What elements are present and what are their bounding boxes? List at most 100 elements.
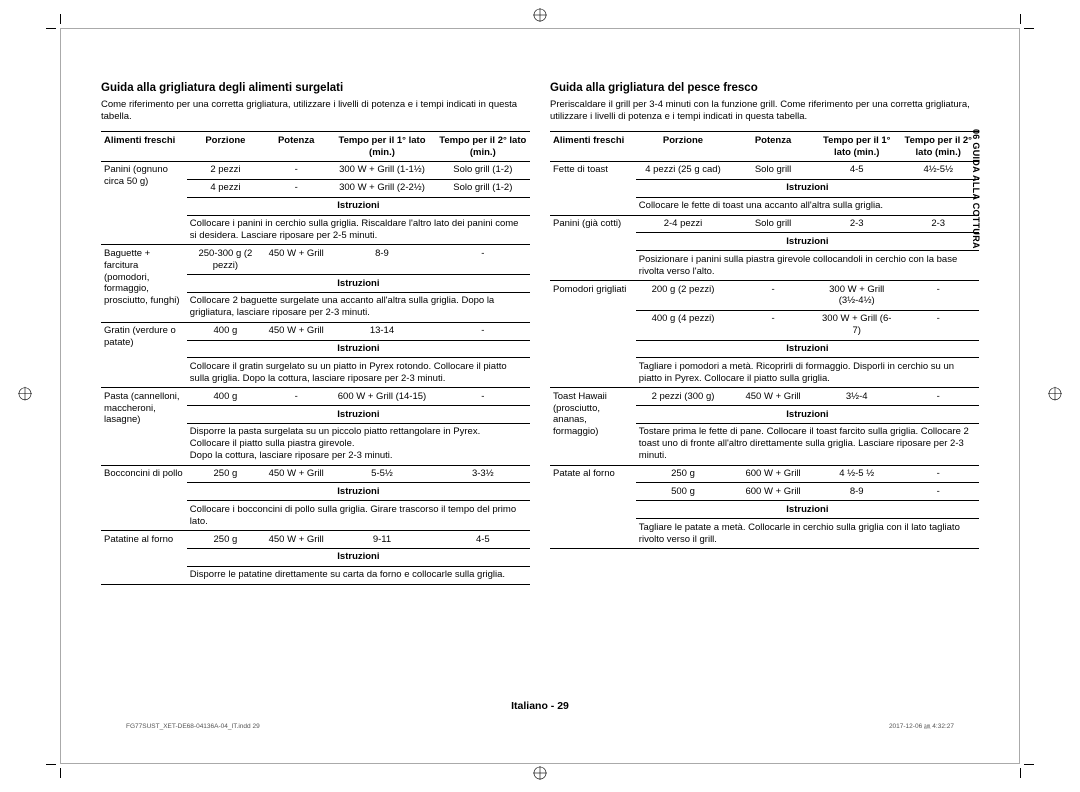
table-cell: Solo grill (1-2) — [436, 179, 530, 197]
table-cell: 2 pezzi — [187, 161, 264, 179]
table-cell: Solo grill — [730, 215, 816, 233]
table-cell: 2-4 pezzi — [636, 215, 730, 233]
instructions-header: Istruzioni — [187, 275, 530, 293]
table-cell: - — [436, 322, 530, 340]
table-cell: - — [264, 179, 328, 197]
table-cell: 300 W + Grill (1-1½) — [328, 161, 435, 179]
right-table: Alimenti freschiPorzionePotenzaTempo per… — [550, 131, 979, 549]
table-cell: 500 g — [636, 483, 730, 501]
table-cell: 4 pezzi — [187, 179, 264, 197]
left-column: Guida alla grigliatura degli alimenti su… — [101, 81, 530, 727]
page-footer: Italiano - 29 — [61, 700, 1019, 713]
table-cell: 300 W + Grill (6-7) — [816, 310, 898, 340]
column-header: Alimenti freschi — [101, 132, 187, 162]
column-header: Tempo per il 1° lato (min.) — [328, 132, 435, 162]
table-cell: - — [436, 245, 530, 275]
table-cell: 4-5 — [436, 531, 530, 549]
right-title: Guida alla grigliatura del pesce fresco — [550, 81, 979, 95]
table-cell: 8-9 — [816, 483, 898, 501]
food-cell: Fette di toast — [550, 161, 636, 215]
table-cell: - — [897, 465, 979, 483]
instructions-header: Istruzioni — [187, 406, 530, 424]
column-header: Potenza — [264, 132, 328, 162]
column-header: Porzione — [187, 132, 264, 162]
food-cell: Gratin (verdure o patate) — [101, 322, 187, 388]
table-cell: 2 pezzi (300 g) — [636, 388, 730, 406]
print-footer-right: 2017-12-06 ㏂ 4:32:27 — [889, 723, 954, 731]
instructions-header: Istruzioni — [187, 340, 530, 358]
left-intro: Come riferimento per una corretta grigli… — [101, 99, 530, 123]
instructions-header: Istruzioni — [636, 233, 979, 251]
instructions-text: Tagliare i pomodori a metà. Ricoprirli d… — [636, 358, 979, 388]
table-cell: 3-3½ — [436, 465, 530, 483]
table-cell: 250-300 g (2 pezzi) — [187, 245, 264, 275]
table-cell: 200 g (2 pezzi) — [636, 281, 730, 311]
table-cell: 250 g — [187, 465, 264, 483]
instructions-text: Collocare i panini in cerchio sulla grig… — [187, 215, 530, 245]
food-cell: Patatine al forno — [101, 531, 187, 585]
table-cell: 250 g — [187, 531, 264, 549]
food-cell: Baguette + farcitura (pomodori, formaggi… — [101, 245, 187, 322]
table-cell: 600 W + Grill (14-15) — [328, 388, 435, 406]
instructions-header: Istruzioni — [187, 548, 530, 566]
table-cell: 600 W + Grill — [730, 465, 816, 483]
table-cell: 3½-4 — [816, 388, 898, 406]
table-cell: - — [264, 388, 328, 406]
instructions-text: Collocare le fette di toast una accanto … — [636, 197, 979, 215]
column-header: Alimenti freschi — [550, 132, 636, 162]
instructions-text: Disporre le patatine direttamente su car… — [187, 566, 530, 584]
table-cell: 9-11 — [328, 531, 435, 549]
table-cell: 450 W + Grill — [264, 531, 328, 549]
left-table: Alimenti freschiPorzionePotenzaTempo per… — [101, 131, 530, 585]
right-intro: Preriscaldare il grill per 3-4 minuti co… — [550, 99, 979, 123]
registration-mark-icon — [18, 387, 32, 406]
table-cell: - — [730, 310, 816, 340]
table-cell: 4-5 — [816, 161, 898, 179]
instructions-header: Istruzioni — [187, 483, 530, 501]
registration-mark-icon — [533, 766, 547, 785]
instructions-header: Istruzioni — [636, 406, 979, 424]
table-cell: - — [897, 483, 979, 501]
instructions-text: Disporre la pasta surgelata su un piccol… — [187, 423, 530, 465]
table-cell: 4½-5½ — [897, 161, 979, 179]
instructions-header: Istruzioni — [636, 501, 979, 519]
table-cell: 250 g — [636, 465, 730, 483]
left-title: Guida alla grigliatura degli alimenti su… — [101, 81, 530, 95]
table-cell: 400 g — [187, 322, 264, 340]
instructions-text: Collocare i bocconcini di pollo sulla gr… — [187, 501, 530, 531]
instructions-header: Istruzioni — [187, 197, 530, 215]
table-cell: 400 g — [187, 388, 264, 406]
table-cell: - — [897, 281, 979, 311]
table-cell: 5-5½ — [328, 465, 435, 483]
table-cell: 13-14 — [328, 322, 435, 340]
food-cell: Toast Hawaii (prosciutto, ananas, formag… — [550, 388, 636, 465]
column-header: Tempo per il 1° lato (min.) — [816, 132, 898, 162]
instructions-text: Tostare prima le fette di pane. Collocar… — [636, 423, 979, 465]
column-header: Porzione — [636, 132, 730, 162]
table-cell: 2-3 — [897, 215, 979, 233]
column-header: Tempo per il 2° lato (min.) — [897, 132, 979, 162]
food-cell: Pasta (cannelloni, maccheroni, lasagne) — [101, 388, 187, 465]
table-cell: Solo grill — [730, 161, 816, 179]
table-cell: 300 W + Grill (2-2½) — [328, 179, 435, 197]
table-cell: 450 W + Grill — [264, 465, 328, 483]
registration-mark-icon — [1048, 387, 1062, 406]
table-cell: 450 W + Grill — [264, 245, 328, 275]
table-cell: 8-9 — [328, 245, 435, 275]
table-cell: - — [897, 388, 979, 406]
right-column: Guida alla grigliatura del pesce fresco … — [550, 81, 979, 727]
table-cell: - — [436, 388, 530, 406]
instructions-header: Istruzioni — [636, 340, 979, 358]
registration-mark-icon — [533, 8, 547, 27]
table-cell: 300 W + Grill (3½-4½) — [816, 281, 898, 311]
column-header: Potenza — [730, 132, 816, 162]
instructions-text: Posizionare i panini sulla piastra girev… — [636, 251, 979, 281]
table-cell: - — [897, 310, 979, 340]
table-cell: 4 ½-5 ½ — [816, 465, 898, 483]
table-cell: 2-3 — [816, 215, 898, 233]
food-cell: Bocconcini di pollo — [101, 465, 187, 531]
print-footer-left: FG77SUST_XET-DE68-04136A-04_IT.indd 29 — [126, 723, 260, 731]
table-cell: - — [264, 161, 328, 179]
page-frame: 06 GUIDA ALLA COTTURA Guida alla griglia… — [60, 28, 1020, 764]
instructions-header: Istruzioni — [636, 179, 979, 197]
